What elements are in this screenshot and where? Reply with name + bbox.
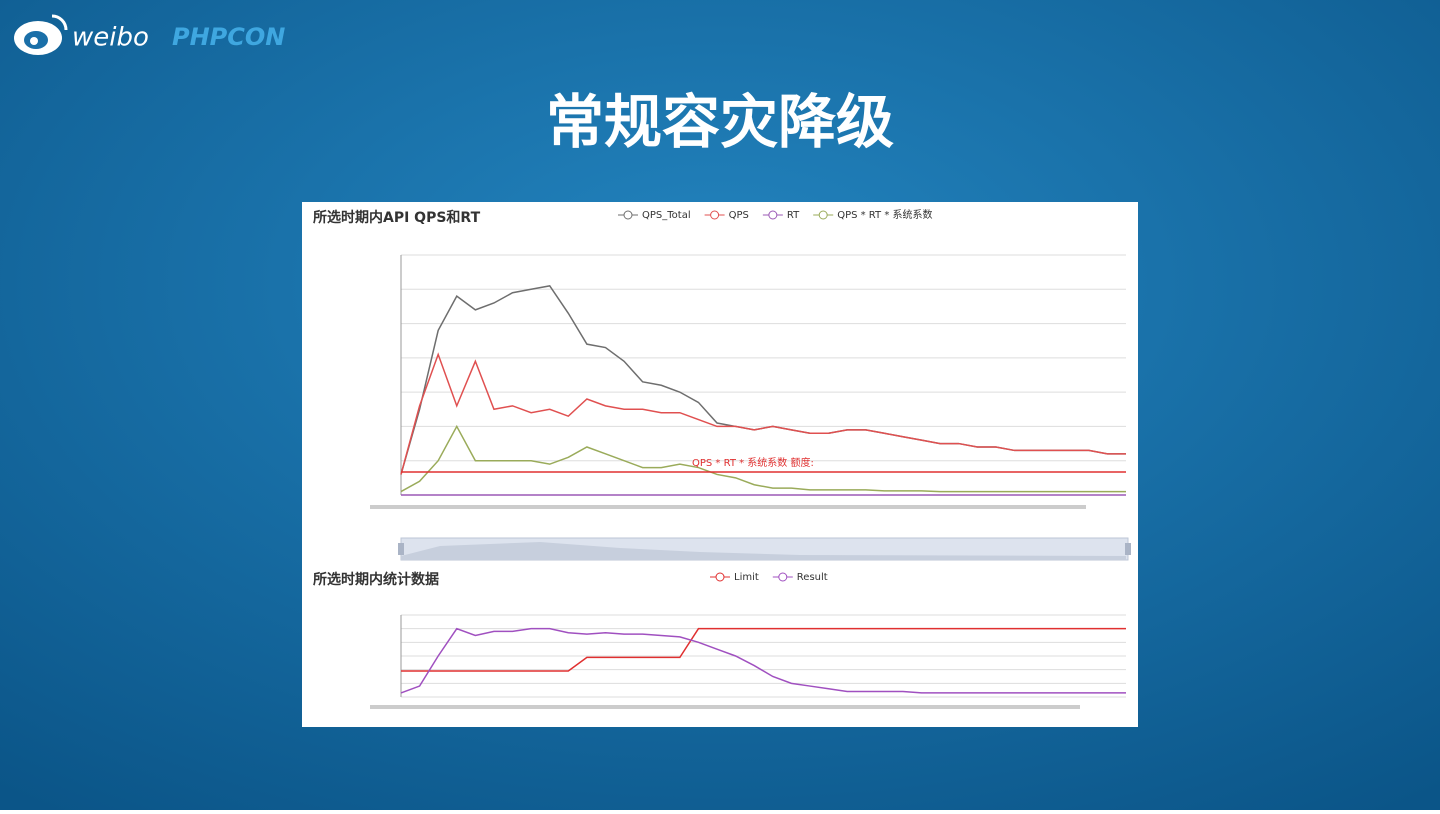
weibo-logo [14, 14, 68, 55]
legend-label: Limit [734, 572, 759, 583]
range-navigator [398, 537, 1131, 561]
chart-title: 所选时期内统计数据 [313, 571, 439, 588]
legend-label: QPS [729, 210, 749, 221]
legend-label: Result [797, 572, 828, 583]
legend-marker [768, 210, 778, 220]
legend-marker [710, 210, 720, 220]
legend-marker [715, 572, 725, 582]
slide-title: 常规容灾降级 [546, 88, 894, 156]
legend-label: QPS * RT * 系统系数 [837, 208, 932, 221]
legend-marker [778, 572, 788, 582]
legend-label: RT [787, 210, 800, 221]
brand: weibo [72, 23, 149, 53]
legend-label: QPS_Total [642, 210, 691, 221]
legend-marker [623, 210, 633, 220]
legend-marker [818, 210, 828, 220]
chart-title: 所选时期内API QPS和RT [313, 209, 481, 226]
series-line [400, 627, 1126, 694]
threshold-label: QPS * RT * 系统系数 额度: [692, 456, 814, 469]
series-line [400, 352, 1126, 475]
series-line [401, 627, 1126, 672]
x-labels-blurred [370, 505, 1086, 709]
series-line [400, 424, 1126, 493]
conference: PHPCON [172, 23, 285, 51]
